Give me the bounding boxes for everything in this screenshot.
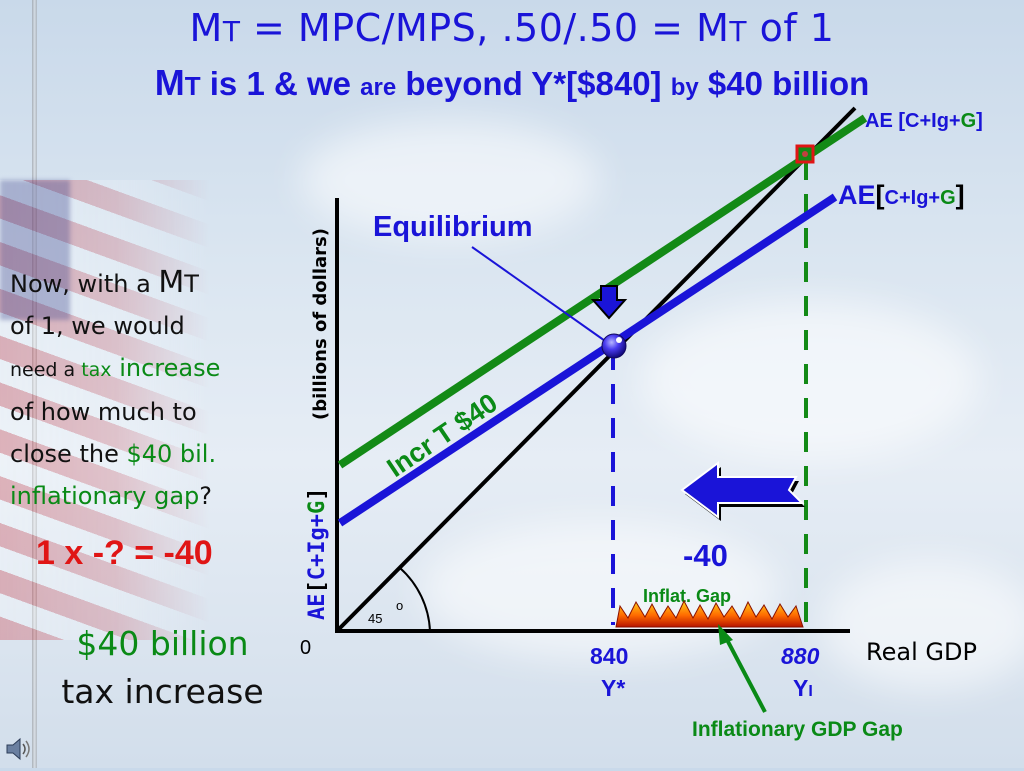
left-arrow-icon	[680, 461, 805, 521]
title-line-2: MT is 1 & we are beyond Y*[$840] by $40 …	[154, 62, 870, 103]
angle-arc	[399, 567, 431, 632]
fire-icon	[615, 599, 804, 628]
inflationary-gdp-gap-label: Inflationary GDP Gap	[692, 718, 903, 741]
flag-canton	[0, 180, 70, 320]
y-axis-label: (billions of dollars)	[310, 228, 331, 420]
background-cloud	[820, 560, 1024, 690]
y-axis-ae-label: AE[C+Ig+G]	[305, 488, 330, 620]
background-cloud	[640, 300, 980, 460]
background-cloud	[300, 120, 600, 240]
speaker-icon[interactable]	[4, 734, 34, 771]
origin-label: 0	[300, 637, 311, 659]
ae-green-label: AE [C+Ig+G]	[865, 110, 983, 132]
tick-840: 840	[590, 643, 628, 669]
equilibrium-label: Equilibrium	[373, 211, 533, 243]
intersection-marker-center	[802, 151, 808, 157]
tick-880-sub: YI	[793, 675, 813, 701]
45-degree-line	[335, 106, 857, 633]
equilibrium-pointer	[471, 246, 609, 344]
green-pointer-arrow	[718, 624, 767, 713]
ae-blue-line	[337, 193, 838, 527]
tick-880: 880	[781, 643, 820, 669]
ae-blue-label: AE[C+Ig+G]	[838, 180, 965, 210]
flag-background	[0, 180, 210, 640]
angle-label: 45	[368, 611, 382, 626]
gap-value-label: -40	[683, 538, 728, 573]
equilibrium-point-icon	[601, 333, 627, 359]
x-axis-label: Real GDP	[866, 638, 977, 666]
question-text: Now, with a MT of 1, we would need a tax…	[10, 265, 221, 510]
equilibrium-point-highlight	[616, 337, 622, 343]
down-arrow-icon	[590, 285, 628, 320]
tick-840-sub: Y*	[601, 675, 625, 701]
equation-text: 1 x -? = -40	[36, 534, 213, 572]
degree-symbol: o	[396, 598, 403, 613]
answer-text: $40 billion tax increase	[61, 624, 264, 711]
title-line-1: MT = MPC/MPS, .50/.50 = MT of 1	[189, 6, 835, 50]
flag-pole	[32, 0, 37, 768]
inflat-gap-label: Inflat. Gap	[643, 586, 731, 606]
